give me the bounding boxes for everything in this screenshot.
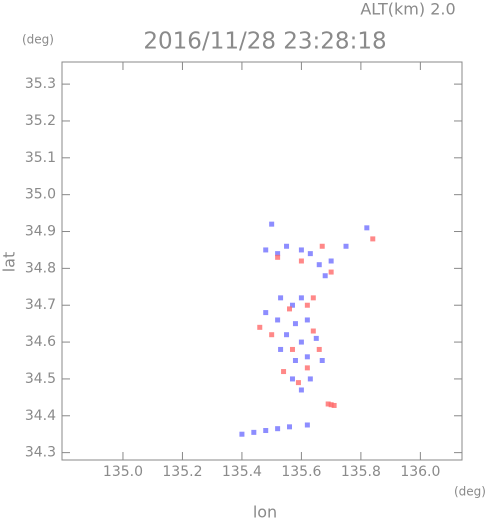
y-tick-label: 34.4 (25, 408, 56, 424)
data-point (307, 376, 313, 382)
data-point (269, 332, 275, 338)
data-point (284, 243, 290, 249)
data-point (269, 221, 275, 227)
data-point (316, 262, 322, 268)
data-point (298, 387, 304, 393)
data-point (319, 358, 325, 363)
y-tick-label: 34.8 (25, 260, 56, 276)
data-point (298, 247, 304, 253)
y-tick-label: 34.7 (25, 297, 56, 313)
data-point (310, 328, 316, 334)
data-point (281, 369, 287, 375)
data-point (289, 302, 295, 308)
subtitle: ALT(km) 2.0 (360, 0, 455, 19)
data-point (295, 380, 301, 386)
data-point (263, 428, 269, 434)
data-point (298, 295, 304, 301)
data-point (292, 321, 298, 327)
data-point (292, 358, 298, 363)
y-tick-label: 34.6 (25, 334, 56, 350)
data-point (370, 236, 376, 242)
data-point (316, 346, 322, 352)
plot-frame (61, 61, 463, 461)
data-point (304, 302, 310, 308)
y-tick-label: 34.3 (25, 445, 56, 461)
data-point (284, 332, 290, 338)
data-point (313, 335, 319, 341)
data-point (298, 339, 304, 345)
chart-title: 2016/11/28 23:28:18 (143, 29, 386, 55)
data-point (239, 431, 245, 437)
data-point (328, 258, 334, 264)
data-point (343, 243, 349, 249)
data-point (275, 254, 281, 260)
data-point (278, 295, 284, 301)
data-point (289, 376, 295, 382)
data-point (328, 402, 334, 408)
data-point (322, 273, 328, 279)
x-tick-label: 135.6 (281, 464, 321, 480)
data-point (298, 258, 304, 264)
data-point (287, 424, 293, 430)
data-point (328, 269, 334, 275)
data-point (304, 354, 310, 360)
data-point (263, 247, 269, 253)
data-point (287, 306, 293, 312)
x-tick-label: 136.0 (400, 464, 440, 480)
data-point (257, 324, 263, 330)
data-point (289, 346, 295, 352)
y-tick-label: 34.5 (25, 371, 56, 387)
y-unit: (deg) (22, 33, 54, 47)
data-point (275, 317, 281, 323)
data-point (275, 251, 281, 257)
data-point (304, 422, 310, 428)
data-point (307, 251, 313, 257)
data-point (325, 401, 331, 407)
y-tick-label: 34.9 (25, 224, 56, 240)
data-point (275, 426, 281, 432)
y-tick-label: 35.3 (25, 76, 56, 92)
data-point (278, 346, 284, 352)
x-tick-label: 135.2 (162, 464, 202, 480)
y-tick-label: 35.1 (25, 150, 56, 166)
x-tick-label: 135.4 (222, 464, 262, 480)
data-point (310, 295, 316, 301)
data-point (263, 310, 269, 316)
y-tick-label: 35.2 (25, 113, 56, 129)
data-point (364, 225, 370, 231)
y-tick-label: 35.0 (25, 187, 56, 203)
x-axis-label: lon (253, 503, 277, 521)
data-point (304, 317, 310, 323)
data-point (251, 429, 257, 435)
data-point (331, 402, 337, 408)
x-unit: (deg) (454, 485, 486, 499)
x-tick-label: 135.0 (103, 464, 143, 480)
x-tick-label: 135.8 (341, 464, 381, 480)
data-point (319, 243, 325, 249)
data-point (304, 365, 310, 371)
y-axis-label: lat (0, 252, 19, 273)
